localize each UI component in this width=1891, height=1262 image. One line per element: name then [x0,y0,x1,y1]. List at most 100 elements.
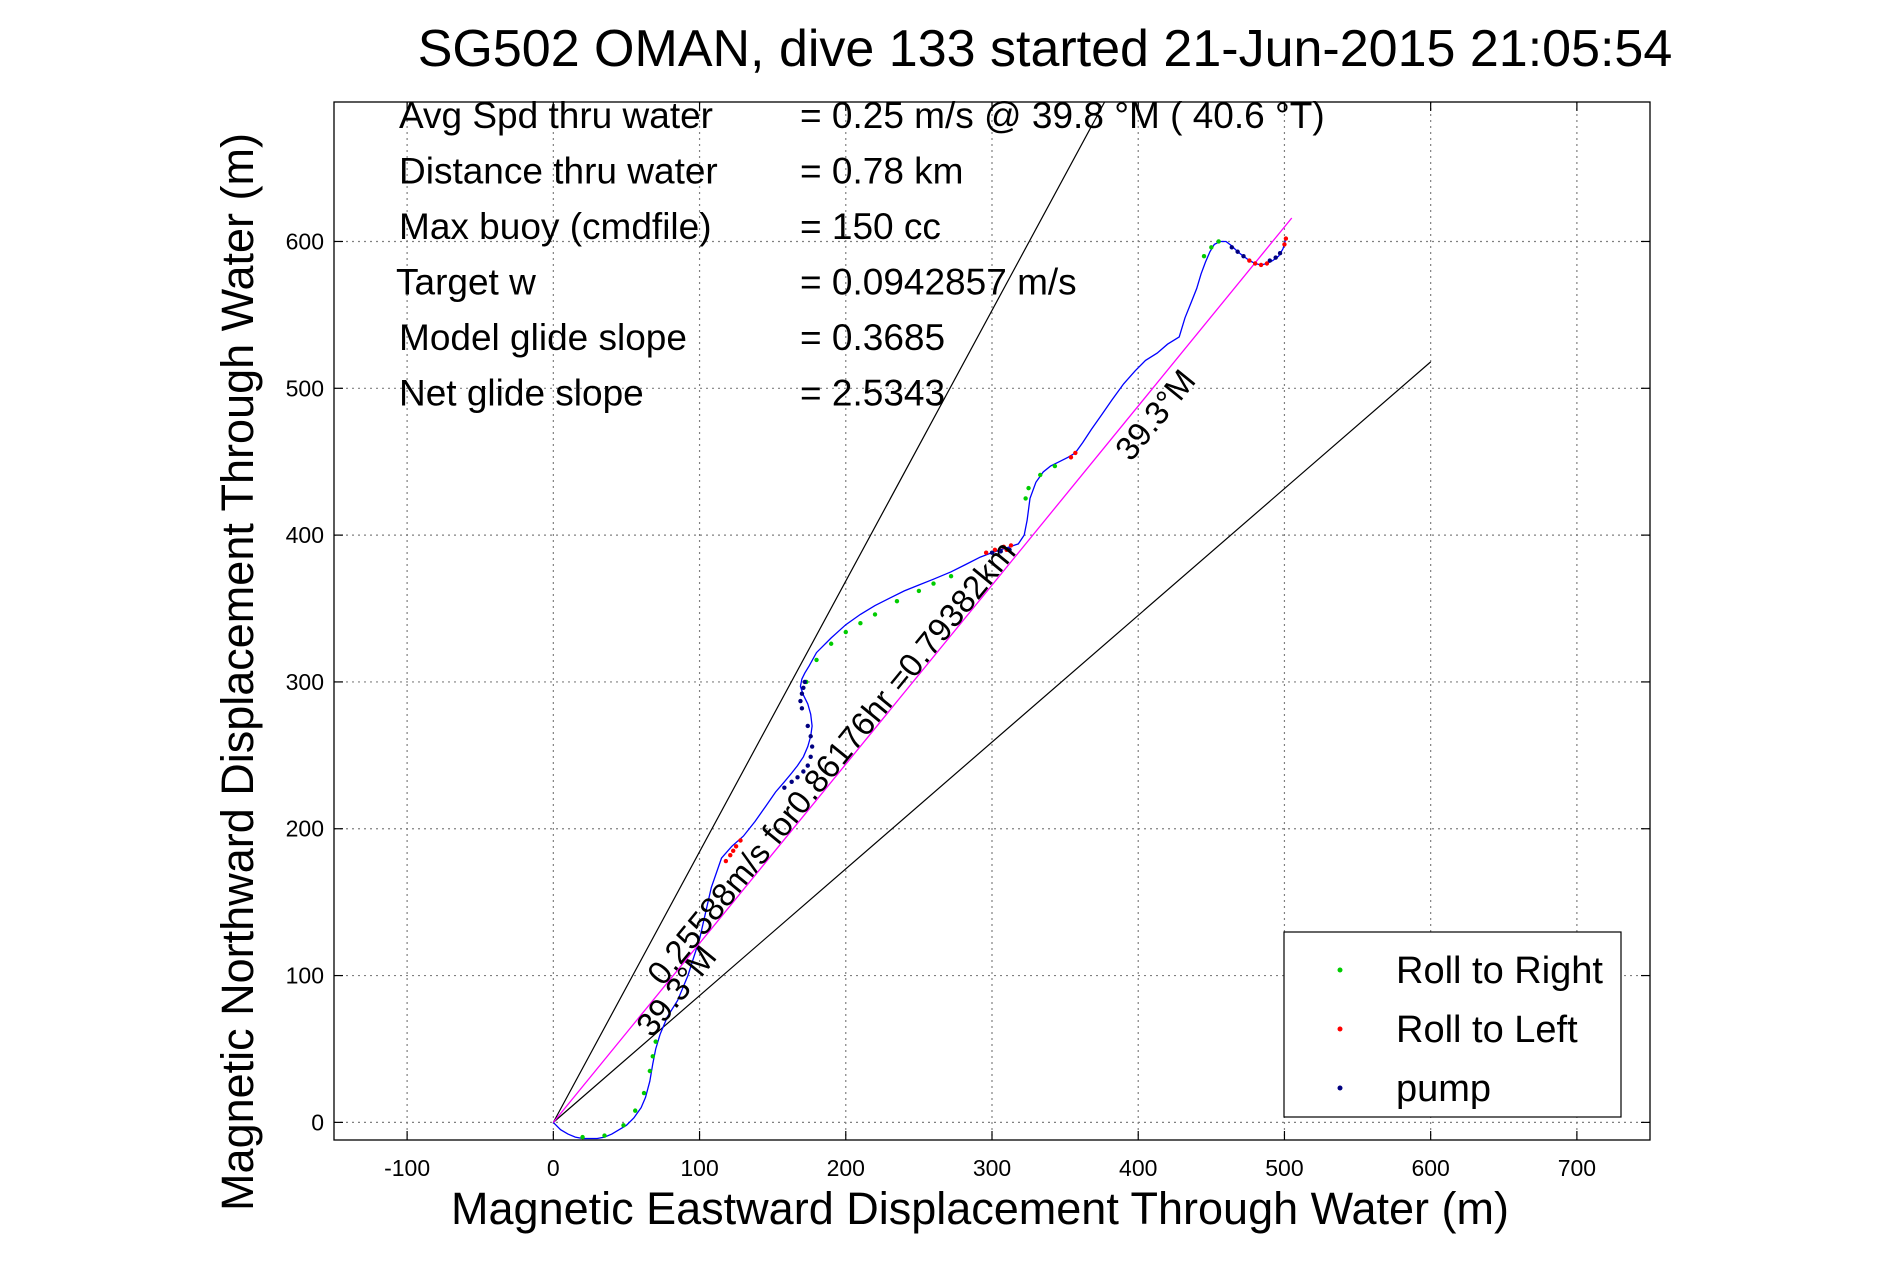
roll-to-left-point [1282,242,1287,247]
mean-track-line [552,217,1293,1123]
roll-to-right-point [647,1068,653,1074]
legend-label: Roll to Left [1396,1009,1578,1051]
roll-to-right-point [633,1108,638,1113]
x-tick-label: 300 [973,1155,1011,1181]
pump-point [805,723,810,729]
info-label: Avg Spd thru water [399,95,713,136]
pump-point [1229,245,1235,250]
x-tick-label: 0 [547,1155,560,1181]
legend-marker [1337,1085,1343,1091]
roll-to-right-point [1052,463,1058,469]
roll-to-right-point [1026,485,1031,491]
pump-point [989,550,995,555]
info-value: = 2.5343 [800,373,945,414]
plot-frame [333,101,1651,1141]
pump-point [789,779,794,784]
x-tick-label: -100 [384,1155,430,1181]
info-value: = 150 cc [800,206,941,247]
pump-point [782,785,787,790]
info-value: = 0.0942857 m/s [800,262,1077,303]
roll-to-left-point [1283,236,1289,241]
roll-to-right-point [948,574,954,579]
pump-point [1007,547,1012,552]
pump-point [801,769,806,774]
roll-to-right-point [1209,245,1214,250]
pump-point [799,706,805,711]
x-tick-label: 100 [680,1155,718,1181]
roll-to-right-point [580,1134,585,1140]
y-axis-label: Magnetic Northward Displacement Through … [212,133,263,1211]
x-tick-label: 600 [1411,1155,1449,1181]
pump-point [1277,251,1283,256]
pump-point [808,734,813,739]
pump-point [795,775,800,780]
y-tick-label: 500 [286,375,324,401]
legend-marker [1337,967,1343,973]
roll-to-right-point [858,621,863,626]
dive-track-line [552,238,1287,1140]
x-tick-label: 400 [1119,1155,1157,1181]
roll-to-left-point [738,838,743,843]
chart-title: SG502 OMAN, dive 133 started 21-Jun-2015… [418,20,1673,78]
roll-to-left-point [1008,543,1014,548]
y-tick-label: 600 [286,228,324,254]
pump-point [798,698,803,704]
info-value: = 0.3685 [800,317,945,358]
roll-to-right-point [814,657,819,663]
pump-point [1273,255,1278,260]
x-axis-label: Magnetic Eastward Displacement Through W… [451,1183,1509,1234]
axis-ticks: -100 0 100 200 300 400 500 600 700 0 100 200 300 400 5… [286,102,1650,1181]
heading-reference-line [552,361,1432,1123]
info-label: Net glide slope [399,373,644,414]
mean-track [552,217,1293,1123]
roll-to-left-point [728,852,733,858]
pump-point [1235,249,1240,254]
pump-point [799,691,805,696]
legend-label: pump [1396,1068,1491,1110]
roll-to-right-point [650,1054,655,1059]
pump-point [805,763,810,768]
heading-reference-line [552,101,1106,1123]
info-value: = 0.78 km [800,151,964,192]
y-tick-label: 100 [286,963,324,989]
x-tick-label: 500 [1265,1155,1303,1181]
roll-to-right-point [843,629,848,635]
pump-point [809,744,815,749]
info-label: Model glide slope [399,317,687,358]
legend-label: Roll to Right [1396,950,1603,992]
roll-to-right-point [1216,239,1221,244]
y-tick-label: 300 [286,669,324,695]
info-label: Distance thru water [399,151,718,192]
y-tick-label: 0 [311,1109,324,1135]
roll-to-left-point [992,547,998,552]
pump-point [1267,258,1273,263]
roll-to-right-point [1038,472,1043,478]
roll-to-left-point [1001,544,1006,550]
roll-to-right-point [653,1039,658,1044]
pump-point [998,549,1003,554]
roll-to-left-point [1258,262,1264,268]
y-tick-label: 200 [286,816,324,842]
roll-to-left-point [1247,258,1252,263]
roll-to-left-point [1253,261,1258,266]
dive-track [552,238,1287,1140]
roll-to-right-point [828,641,834,646]
roll-to-left-point [730,848,736,853]
roll-to-left-point [1264,261,1270,266]
x-tick-label: 700 [1558,1155,1596,1181]
roll-to-left-point [723,858,729,864]
legend-marker [1337,1026,1343,1032]
roll-to-left-point [1068,455,1074,460]
pump-point [1241,253,1246,259]
reference-lines [552,101,1432,1123]
pump-point [801,685,806,691]
roll-to-left-point [1073,450,1078,456]
info-label: Target w [396,262,536,303]
info-value: = 0.25 m/s @ 39.8 °M ( 40.6 °T) [800,95,1325,136]
roll-to-left-point [983,550,989,555]
roll-to-right-point [1201,253,1207,259]
y-tick-label: 400 [286,522,324,548]
roll-to-right-point [641,1090,647,1096]
roll-to-right-point [894,598,900,604]
